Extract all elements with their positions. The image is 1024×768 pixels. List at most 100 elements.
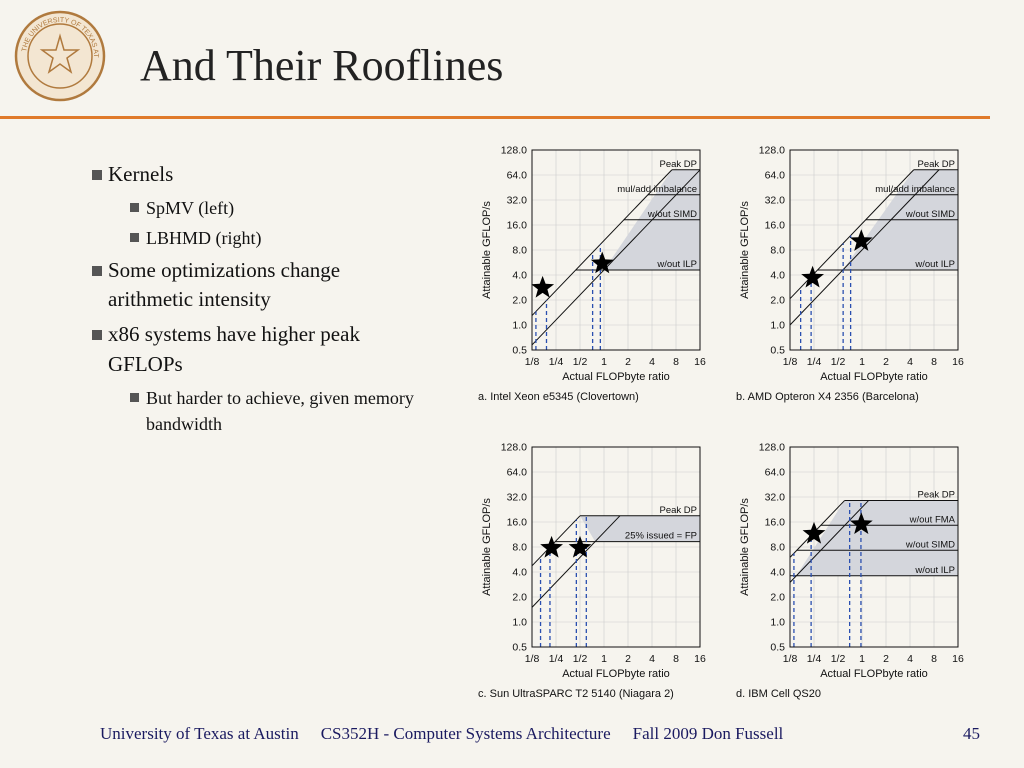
roofline-label: Peak DP — [660, 159, 698, 170]
bullet-square-icon — [130, 203, 139, 213]
bullet-item: Some optimizations change arithmetic int… — [90, 256, 430, 315]
roofline-label: w/out ILP — [914, 565, 955, 576]
roofline-chart-b: Peak DP mul/add imbalance w/out SIMD w/out … — [728, 132, 978, 427]
y-tick-label: 8.0 — [770, 542, 785, 554]
y-tick-label: 4.0 — [770, 270, 785, 282]
y-tick-label: 128.0 — [501, 442, 527, 454]
y-tick-label: 1.0 — [770, 320, 785, 332]
x-tick-label: 8 — [931, 653, 937, 665]
y-tick-label: 0.5 — [770, 345, 785, 357]
y-tick-label: 8.0 — [512, 245, 527, 257]
y-tick-label: 64.0 — [507, 467, 528, 479]
x-tick-label: 2 — [883, 653, 889, 665]
x-tick-label: 16 — [952, 356, 964, 368]
roofline-chart-a: Peak DP mul/add imbalance w/out SIMD w/out … — [470, 132, 720, 427]
x-tick-label: 16 — [694, 356, 706, 368]
bullet-square-icon — [130, 393, 139, 403]
sub-bullet-text: LBHMD (right) — [146, 228, 262, 249]
x-tick-label: 1/2 — [573, 653, 588, 665]
x-tick-label: 1/2 — [831, 356, 846, 368]
y-tick-label: 32.0 — [507, 195, 528, 207]
kernel-performance-star — [849, 229, 873, 251]
x-axis-label: Actual FLOPbyte ratio — [820, 371, 928, 383]
roofline-svg: Peak DP mul/add imbalance w/out SIMD w/out … — [736, 145, 964, 404]
x-tick-label: 16 — [952, 653, 964, 665]
kernel-performance-star — [801, 265, 824, 288]
bandwidth-line — [531, 169, 701, 346]
x-tick-label: 1/4 — [807, 356, 822, 368]
roofline-label: w/out SIMD — [647, 209, 697, 220]
y-tick-label: 2.0 — [770, 592, 785, 604]
bandwidth-line — [789, 500, 845, 558]
y-tick-label: 2.0 — [512, 295, 527, 307]
plot-frame — [531, 446, 701, 648]
x-tick-label: 1/2 — [831, 653, 846, 665]
x-tick-label: 1/8 — [783, 356, 798, 368]
kernel-performance-star — [590, 251, 614, 274]
title-divider — [0, 116, 990, 119]
roofline-label: w/out SIMD — [905, 539, 955, 550]
y-tick-label: 1.0 — [512, 320, 527, 332]
y-axis-label: Attainable GFLOP/s — [481, 498, 493, 596]
chart-caption: a. Intel Xeon e5345 (Clovertown) — [478, 391, 639, 403]
plot-frame — [531, 149, 701, 351]
y-tick-label: 128.0 — [501, 145, 527, 157]
y-tick-label: 2.0 — [770, 295, 785, 307]
university-seal-icon: THE UNIVERSITY OF TEXAS AT AUSTIN — [14, 10, 106, 102]
y-axis-label: Attainable GFLOP/s — [739, 201, 751, 299]
y-tick-label: 4.0 — [770, 567, 785, 579]
y-tick-label: 4.0 — [512, 270, 527, 282]
x-tick-label: 16 — [694, 653, 706, 665]
y-tick-label: 16.0 — [507, 517, 528, 529]
y-tick-label: 16.0 — [765, 220, 786, 232]
y-tick-label: 64.0 — [507, 170, 528, 182]
x-tick-label: 4 — [907, 356, 913, 368]
y-tick-label: 0.5 — [512, 345, 527, 357]
bullet-list: Kernels SpMV (left) LBHMD (right) Some o… — [90, 160, 430, 441]
kernel-performance-star — [540, 535, 563, 558]
bullet-text: Some optimizations change arithmetic int… — [108, 257, 341, 311]
y-tick-label: 0.5 — [512, 642, 527, 654]
roofline-chart-d: Peak DP w/out FMA w/out SIMD w/out ILP 0.5 1.… — [728, 429, 978, 724]
y-tick-label: 32.0 — [507, 492, 528, 504]
x-tick-label: 2 — [625, 653, 631, 665]
x-axis-label: Actual FLOPbyte ratio — [820, 668, 928, 680]
chart-caption: b. AMD Opteron X4 2356 (Barcelona) — [736, 391, 919, 403]
x-tick-label: 1/8 — [525, 356, 540, 368]
sub-bullet-item: But harder to achieve, given memory band… — [130, 385, 430, 437]
bandwidth-line — [531, 169, 673, 316]
x-tick-label: 1 — [859, 653, 865, 665]
x-tick-label: 1/4 — [807, 653, 822, 665]
y-tick-label: 8.0 — [512, 542, 527, 554]
plot-frame — [789, 446, 959, 648]
y-tick-label: 64.0 — [765, 170, 786, 182]
slide-footer: University of Texas at Austin CS352H - C… — [100, 724, 980, 744]
x-tick-label: 4 — [649, 653, 655, 665]
kernel-performance-star — [849, 512, 873, 534]
sub-bullet-text: But harder to achieve, given memory band… — [146, 388, 414, 435]
bullet-square-icon — [92, 265, 102, 276]
sub-bullet-text: SpMV (left) — [146, 198, 235, 219]
x-tick-label: 8 — [673, 356, 679, 368]
roofline-label: Peak DP — [918, 490, 956, 501]
bullet-square-icon — [92, 330, 102, 341]
roofline-svg: Peak DP mul/add imbalance w/out SIMD w/out … — [478, 145, 706, 404]
y-tick-label: 1.0 — [770, 617, 785, 629]
x-axis-label: Actual FLOPbyte ratio — [562, 668, 670, 680]
y-axis-label: Attainable GFLOP/s — [739, 498, 751, 596]
x-tick-label: 1 — [859, 356, 865, 368]
y-tick-label: 128.0 — [759, 442, 785, 454]
roofline-label: w/out ILP — [914, 259, 955, 270]
sub-bullet-item: LBHMD (right) — [130, 225, 430, 251]
x-tick-label: 1/2 — [573, 356, 588, 368]
y-tick-label: 32.0 — [765, 195, 786, 207]
roofline-svg: Peak DP 25% issued = FP 0.5 1.0 2.0 4.0 8.0 16.… — [478, 442, 706, 701]
kernel-performance-star — [531, 275, 555, 298]
roofline-figure: Peak DP mul/add imbalance w/out SIMD w/out … — [470, 132, 990, 722]
x-tick-label: 1/4 — [549, 356, 564, 368]
bullet-square-icon — [130, 233, 139, 243]
y-tick-label: 1.0 — [512, 617, 527, 629]
x-tick-label: 1 — [601, 653, 607, 665]
y-tick-label: 32.0 — [765, 492, 786, 504]
